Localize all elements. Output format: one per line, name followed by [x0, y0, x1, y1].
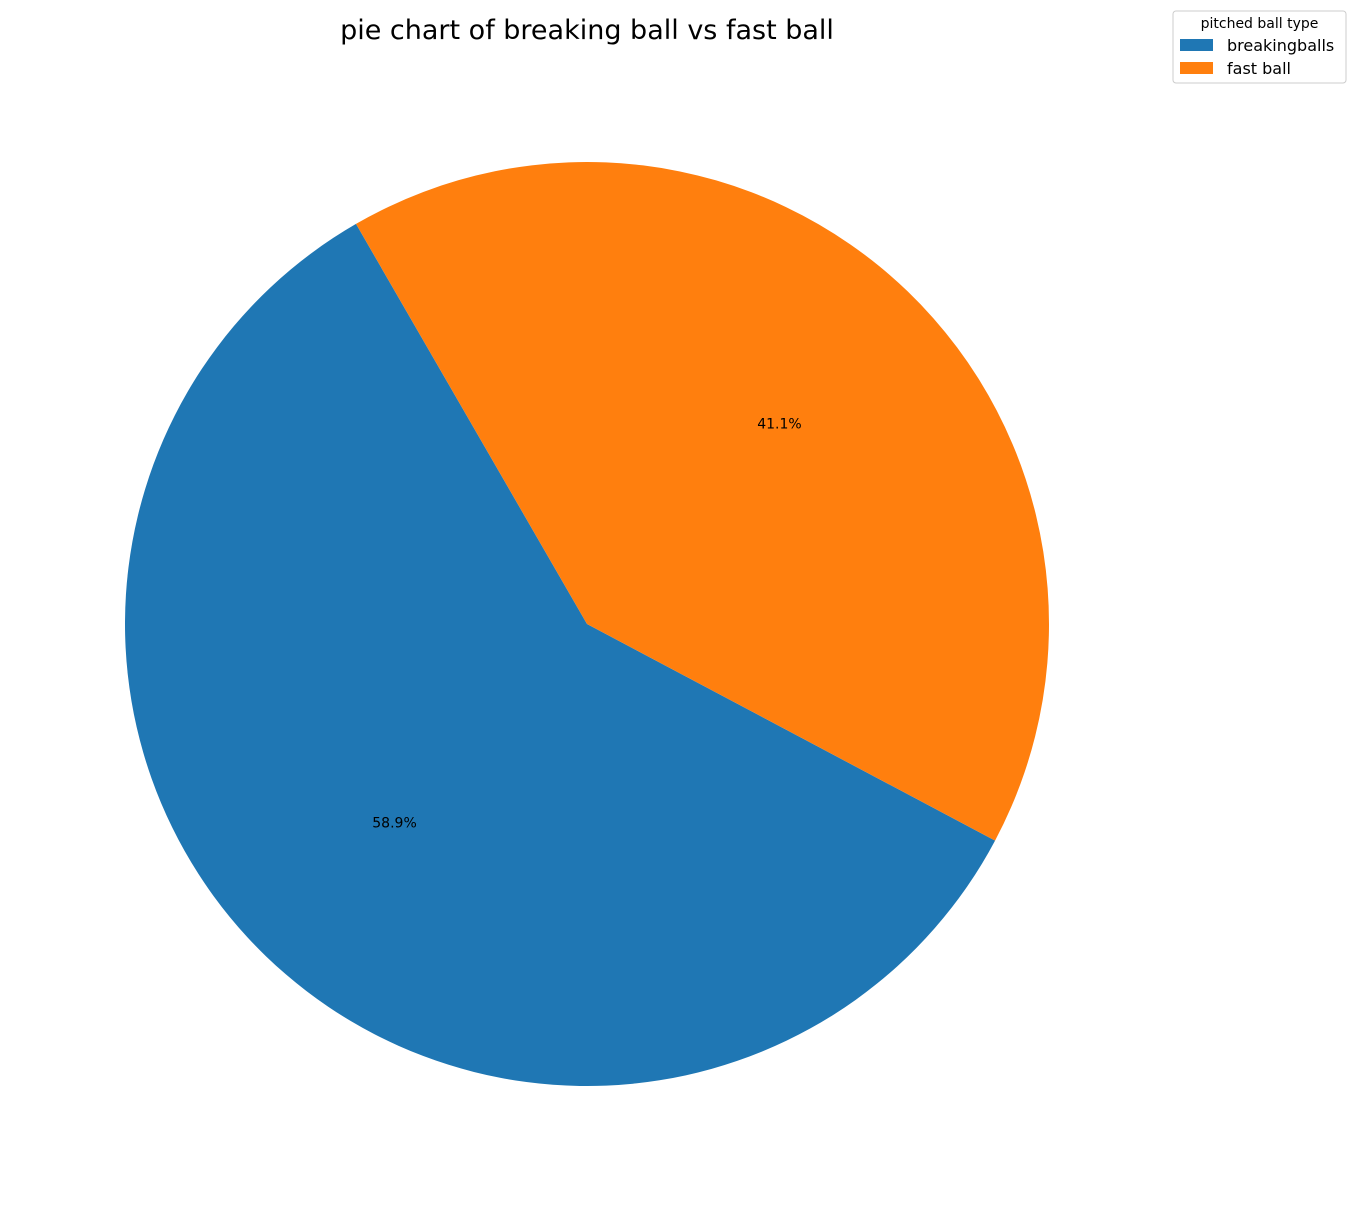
- legend-label-fast-ball: fast ball: [1227, 59, 1291, 78]
- chart-title: pie chart of breaking ball vs fast ball: [340, 15, 834, 46]
- pie-slice-labels: 58.9% 41.1%: [372, 417, 801, 832]
- pie-slice-pct-label-fast-ball: 41.1%: [757, 417, 801, 433]
- legend-title: pitched ball type: [1201, 16, 1319, 32]
- pie-slices: [124, 162, 1049, 1087]
- pie-slice-pct-label-breakingballs: 58.9%: [372, 815, 416, 831]
- legend: pitched ball type breakingballs fast bal…: [1172, 10, 1347, 84]
- pie-slice-fast-ball: [356, 162, 1049, 841]
- legend-label-breakingballs: breakingballs: [1227, 36, 1334, 55]
- pie-slice-breakingballs: [124, 223, 996, 1087]
- legend-swatch-fast-ball: [1180, 62, 1213, 74]
- legend-swatch-breakingballs: [1180, 39, 1213, 51]
- legend-frame: [1172, 10, 1347, 84]
